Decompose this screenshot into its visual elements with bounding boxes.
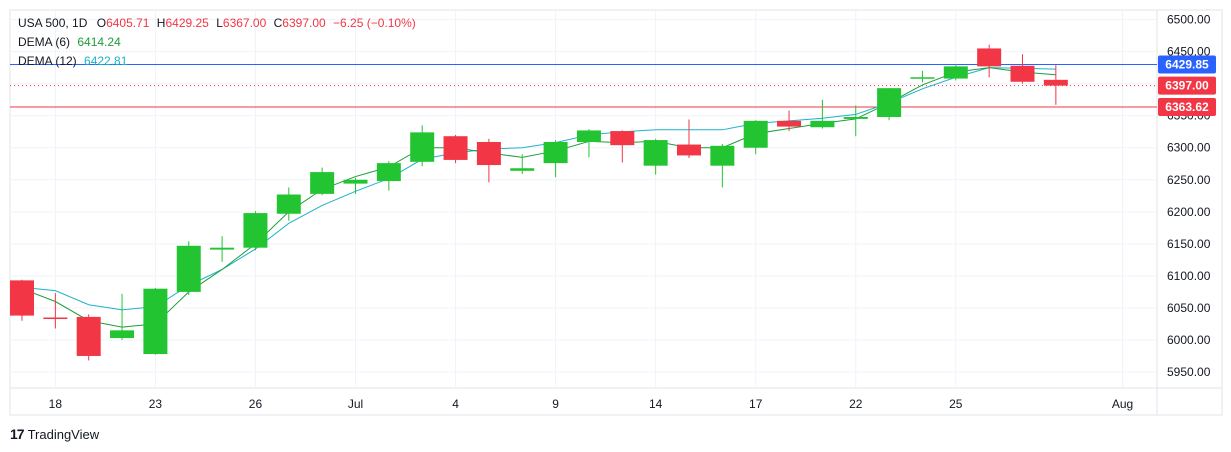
- high-value: 6429.25: [165, 16, 209, 30]
- candle-body[interactable]: [977, 48, 1002, 67]
- candle-body[interactable]: [210, 247, 235, 250]
- x-tick-label: Aug: [1112, 397, 1133, 411]
- y-tick-label: 6250.00: [1167, 173, 1211, 187]
- y-tick-label: 6100.00: [1167, 269, 1211, 283]
- y-tick-label: 6150.00: [1167, 237, 1211, 251]
- chart-legend: USA 500, 1D O6405.71 H6429.25 L6367.00 C…: [18, 14, 416, 71]
- candle-body[interactable]: [410, 132, 435, 162]
- price-tag: [1158, 76, 1216, 95]
- change-value: −6.25 (−0.10%): [333, 16, 416, 30]
- y-tick-label: 5950.00: [1167, 365, 1211, 379]
- candle-body[interactable]: [243, 213, 268, 248]
- candle-body[interactable]: [143, 288, 168, 355]
- tradingview-logo-icon: 17: [10, 426, 25, 442]
- dema12-value: 6422.81: [84, 54, 128, 68]
- candle-body[interactable]: [710, 145, 735, 166]
- close-value: 6397.00: [282, 16, 326, 30]
- candle-body[interactable]: [810, 120, 835, 128]
- x-tick-label: 14: [649, 397, 663, 411]
- candle-body[interactable]: [76, 316, 101, 356]
- x-tick-label: 26: [249, 397, 263, 411]
- open-label: O: [96, 16, 107, 30]
- price-tag: [1158, 97, 1216, 116]
- candle-body[interactable]: [843, 116, 868, 119]
- price-tag-label: 6363.62: [1165, 100, 1209, 114]
- low-label: L: [216, 16, 223, 30]
- high-label: H: [156, 16, 166, 30]
- x-tick-label: 23: [149, 397, 163, 411]
- candle-body[interactable]: [510, 168, 535, 171]
- candle-body[interactable]: [10, 280, 34, 316]
- low-value: 6367.00: [222, 16, 267, 30]
- brand-name: TradingView: [27, 426, 100, 442]
- candle-body[interactable]: [110, 330, 135, 339]
- symbol-label: USA 500, 1D: [18, 16, 88, 30]
- close-label: C: [273, 16, 283, 30]
- price-tag: [1158, 55, 1216, 74]
- candle-body[interactable]: [643, 140, 668, 166]
- candle-body[interactable]: [310, 172, 335, 194]
- candle-body[interactable]: [276, 194, 301, 214]
- dema6-legend-row[interactable]: DEMA (6) 6414.24: [18, 33, 416, 52]
- candle-body[interactable]: [343, 179, 368, 184]
- dema6-label: DEMA (6): [18, 35, 71, 49]
- dema12-legend-row[interactable]: DEMA (12) 6422.81: [18, 52, 416, 71]
- chart-frame: [9, 9, 1223, 416]
- candle-body[interactable]: [1043, 79, 1068, 86]
- x-tick-label: 18: [49, 397, 63, 411]
- dema6-value: 6414.24: [77, 35, 121, 49]
- y-tick-label: 6200.00: [1167, 205, 1211, 219]
- candle-body[interactable]: [610, 131, 635, 146]
- open-value: 6405.71: [106, 16, 150, 30]
- candle-body[interactable]: [743, 120, 768, 148]
- y-tick-label: 6050.00: [1167, 301, 1211, 315]
- candle-body[interactable]: [543, 141, 568, 164]
- x-tick-label: 25: [949, 397, 963, 411]
- candle-body[interactable]: [443, 136, 468, 160]
- candle-body[interactable]: [910, 77, 935, 79]
- y-tick-label: 6300.00: [1167, 141, 1211, 155]
- dema12-label: DEMA (12): [18, 54, 77, 68]
- candle-body[interactable]: [476, 141, 501, 166]
- x-tick-label: 9: [552, 397, 559, 411]
- price-tag-label: 6397.00: [1165, 79, 1209, 93]
- candle-body[interactable]: [1010, 65, 1035, 82]
- price-tag-label: 6429.85: [1165, 58, 1209, 72]
- candle-body[interactable]: [943, 66, 968, 79]
- candle-body[interactable]: [376, 163, 401, 182]
- tradingview-brand[interactable]: 17 TradingView: [10, 426, 99, 442]
- y-tick-label: 6500.00: [1167, 13, 1211, 27]
- candle-body[interactable]: [877, 88, 902, 117]
- candle-body[interactable]: [176, 245, 201, 292]
- y-tick-label: 6450.00: [1167, 45, 1211, 59]
- candle-body[interactable]: [777, 120, 802, 127]
- candle-body[interactable]: [43, 317, 68, 320]
- x-tick-label: Jul: [348, 397, 363, 411]
- x-tick-label: 4: [452, 397, 459, 411]
- ohlc-legend-row: USA 500, 1D O6405.71 H6429.25 L6367.00 C…: [18, 14, 416, 33]
- y-tick-label: 6000.00: [1167, 333, 1211, 347]
- candle-body[interactable]: [677, 144, 701, 156]
- x-tick-label: 22: [849, 397, 863, 411]
- x-tick-label: 17: [749, 397, 763, 411]
- candle-body[interactable]: [576, 130, 601, 142]
